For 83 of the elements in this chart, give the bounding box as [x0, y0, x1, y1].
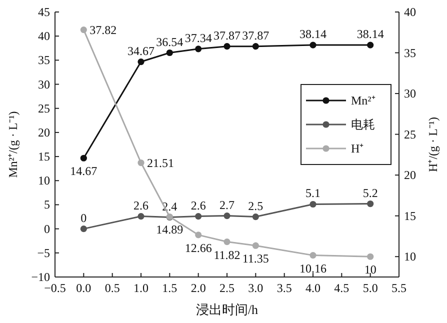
data-label: 10.16 — [300, 261, 326, 276]
legend-label: Mn²⁺ — [351, 94, 376, 108]
y2-tick-label: 40 — [404, 5, 416, 19]
y-tick-label: 40 — [38, 29, 50, 44]
y-tick-label: −10 — [31, 270, 50, 284]
data-label: 34.67 — [128, 44, 154, 58]
x-tick-label: 5.0 — [362, 281, 378, 295]
point — [195, 232, 202, 238]
y-tick-label: 35 — [38, 53, 50, 68]
y2-tick-label: 15 — [404, 208, 416, 223]
legend-label: H⁺ — [351, 142, 364, 156]
point — [252, 213, 259, 220]
data-label: 11.82 — [214, 248, 240, 262]
point — [252, 242, 259, 249]
data-label: 37.82 — [90, 22, 117, 37]
x-tick-label: 3.0 — [248, 281, 264, 295]
data-label: 5.1 — [306, 186, 320, 200]
x-tick-label: −0.5 — [44, 281, 66, 295]
y-tick-label: 5 — [44, 198, 50, 212]
y2-tick-label: 10 — [404, 250, 416, 264]
y2-tick-label: 30 — [404, 86, 416, 101]
point — [138, 212, 144, 220]
point — [367, 42, 374, 48]
x-tick-label: 2.5 — [220, 281, 234, 295]
y2-tick-label: 35 — [404, 46, 416, 60]
y2-tick-label: 25 — [404, 127, 416, 142]
y-axis-title: Mn²⁺/(g · L⁻¹) — [6, 111, 20, 178]
data-label: 14.67 — [70, 164, 98, 178]
point — [80, 226, 87, 232]
x-tick-label: 0.5 — [104, 281, 120, 295]
point — [224, 212, 230, 220]
point — [252, 43, 259, 50]
data-label: 11.35 — [242, 252, 269, 266]
data-label: 5.2 — [362, 186, 378, 200]
data-label: 37.87 — [214, 28, 240, 42]
point — [310, 252, 316, 259]
point — [80, 26, 87, 34]
y2-axis-title: H⁺/(g · L⁻¹) — [426, 117, 440, 172]
data-label: 2.6 — [134, 198, 148, 212]
data-label: 37.34 — [184, 30, 212, 45]
data-label: 37.87 — [242, 28, 270, 42]
point — [310, 200, 316, 208]
point — [224, 238, 230, 246]
data-label: 21.51 — [147, 156, 174, 170]
x-tick-label: 4.5 — [334, 281, 350, 295]
x-axis-title: 浸出时间/h — [196, 302, 259, 317]
legend-label: 电耗 — [351, 118, 375, 132]
data-label: 2.6 — [190, 198, 206, 212]
y-tick-label: 20 — [38, 125, 50, 140]
x-tick-label: 5.5 — [392, 281, 406, 295]
x-tick-label: 0.0 — [76, 281, 92, 295]
point — [138, 159, 144, 166]
point — [195, 46, 202, 52]
y-tick-label: 15 — [38, 150, 50, 164]
y-tick-label: 45 — [38, 5, 50, 19]
data-label: 10 — [364, 262, 376, 277]
data-label: 36.54 — [156, 34, 184, 49]
y-tick-label: 25 — [38, 101, 50, 116]
y-tick-label: −5 — [37, 246, 50, 260]
point — [367, 253, 374, 260]
x-tick-label: 1.0 — [134, 281, 148, 295]
point — [138, 58, 144, 66]
data-label: 14.89 — [156, 222, 184, 237]
point — [310, 42, 316, 48]
y-tick-label: 30 — [38, 77, 50, 92]
data-label: 2.7 — [220, 198, 234, 212]
x-tick-label: 3.5 — [276, 281, 292, 295]
data-label: 12.66 — [184, 240, 212, 255]
x-tick-label: 1.5 — [162, 281, 178, 295]
point — [166, 49, 173, 56]
point — [224, 43, 230, 50]
data-label: 38.14 — [356, 27, 384, 42]
x-tick-label: 2.0 — [190, 281, 206, 295]
data-label: 0 — [80, 210, 87, 225]
y2-tick-label: 20 — [404, 168, 416, 182]
data-label: 38.14 — [300, 27, 326, 42]
point — [195, 212, 202, 220]
x-tick-label: 4.0 — [306, 281, 320, 295]
point — [80, 154, 87, 162]
y-tick-label: 10 — [38, 174, 50, 188]
data-label: 2.5 — [248, 198, 264, 213]
point — [367, 200, 374, 208]
y-tick-label: 0 — [44, 222, 50, 236]
